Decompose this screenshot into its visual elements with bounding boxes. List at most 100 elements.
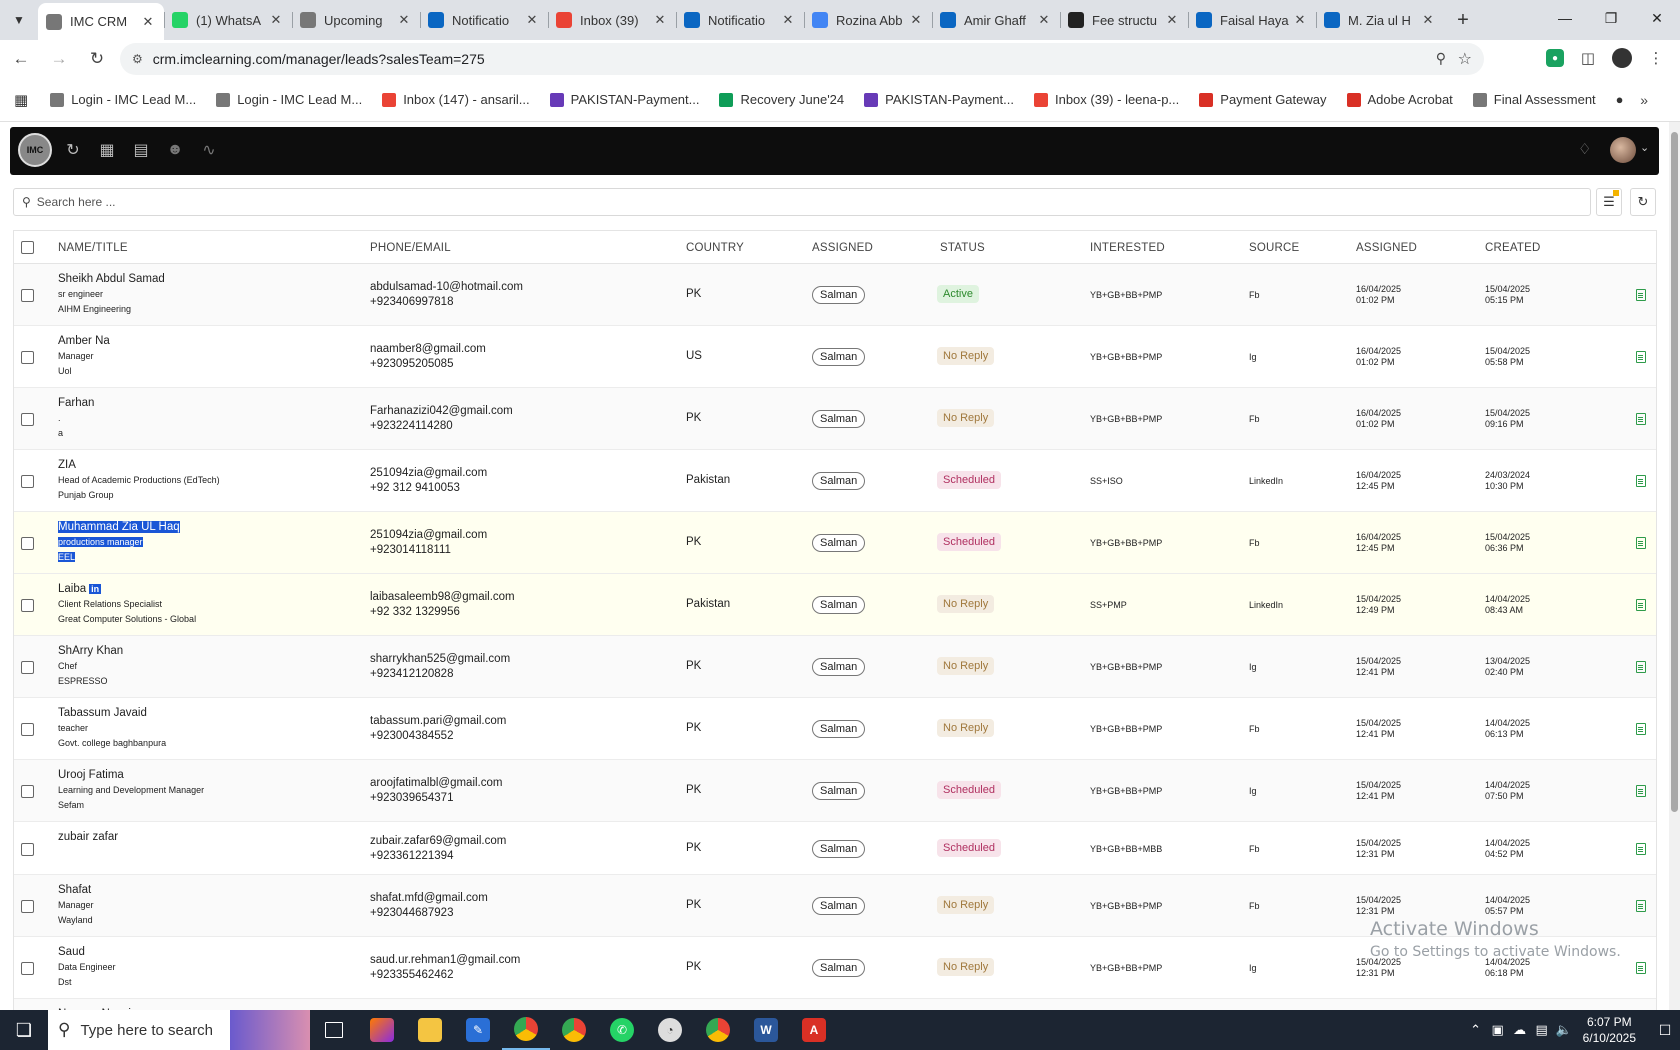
apps-grid-icon[interactable]: ▦ <box>14 91 29 109</box>
acrobat-icon[interactable]: A <box>790 1010 838 1050</box>
lead-name-cell[interactable]: Sheikh Abdul Samad sr engineer AIHM Engine… <box>58 272 165 317</box>
table-row[interactable]: Nageen Naqvi <box>14 999 1656 1010</box>
address-bar[interactable]: ⚙ crm.imclearning.com/manager/leads?sale… <box>120 43 1484 75</box>
search-input[interactable] <box>36 195 1537 209</box>
assigned-badge[interactable]: Salman <box>812 959 866 977</box>
row-checkbox[interactable] <box>21 723 34 736</box>
select-all-checkbox[interactable] <box>21 241 34 254</box>
lead-name-cell[interactable]: Tabassum Javaid teacher Govt. college bagh… <box>58 706 166 751</box>
bookmark-item[interactable]: Login - IMC Lead M... <box>50 92 196 107</box>
document-icon[interactable] <box>1636 599 1646 611</box>
lead-name-cell[interactable]: Laiba in Client Relations Specialist Great … <box>58 582 196 627</box>
document-icon[interactable] <box>1636 723 1646 735</box>
col-status[interactable]: STATUS <box>940 242 985 254</box>
status-badge[interactable]: Scheduled <box>937 533 1001 551</box>
document-icon[interactable] <box>1636 289 1646 301</box>
lead-email[interactable]: 251094zia@gmail.com <box>370 529 488 541</box>
app-tool-icon[interactable]: ✎ <box>454 1010 502 1050</box>
lead-name-cell[interactable]: Nageen Naqvi <box>58 1007 131 1010</box>
close-tab-icon[interactable]: ✕ <box>526 12 538 27</box>
lead-name[interactable]: zubair zafar <box>58 831 119 843</box>
page-scrollbar[interactable] <box>1669 122 1680 1010</box>
lead-phone[interactable]: +923361221394 <box>370 850 454 862</box>
col-source[interactable]: SOURCE <box>1249 242 1300 254</box>
assigned-badge[interactable]: Salman <box>812 782 866 800</box>
imc-logo[interactable]: IMC <box>18 133 52 167</box>
calendar-icon[interactable]: ▦ <box>99 142 115 159</box>
lead-phone[interactable]: +923004384552 <box>370 730 454 742</box>
close-tab-icon[interactable]: ✕ <box>398 12 410 27</box>
table-row[interactable]: Saud Data Engineer Dst saud.ur.rehman1@gmai… <box>14 937 1656 999</box>
close-window-icon[interactable]: ✕ <box>1651 9 1663 26</box>
browser-tab[interactable]: Amir Ghaff ✕ <box>932 3 1060 37</box>
row-checkbox[interactable] <box>21 900 34 913</box>
back-arrow-icon[interactable]: ← <box>12 49 30 68</box>
row-checkbox[interactable] <box>21 599 34 612</box>
zoom-icon[interactable]: ⚲ <box>1435 50 1446 66</box>
browser-tab[interactable]: Rozina Abb ✕ <box>804 3 932 37</box>
close-tab-icon[interactable]: ✕ <box>1166 12 1178 27</box>
lead-email[interactable]: laibasaleemb98@gmail.com <box>370 591 515 603</box>
refresh-button[interactable]: ↻ <box>1630 188 1656 216</box>
lead-name-cell[interactable]: zubair zafar <box>58 830 118 845</box>
lead-email[interactable]: 251094zia@gmail.com <box>370 467 488 479</box>
user-avatar[interactable] <box>1610 137 1636 163</box>
lead-name[interactable]: Muhammad Zia UL Haq <box>58 521 180 533</box>
document-icon[interactable]: ▤ <box>133 142 149 159</box>
status-badge[interactable]: No Reply <box>937 347 995 365</box>
close-tab-icon[interactable]: ✕ <box>270 12 282 27</box>
close-tab-icon[interactable]: ✕ <box>654 12 666 27</box>
lead-name-cell[interactable]: Muhammad Zia UL Haq productions manager EE… <box>58 520 180 565</box>
close-tab-icon[interactable]: ✕ <box>1294 12 1306 27</box>
col-phone[interactable]: PHONE/EMAIL <box>370 242 451 254</box>
table-row[interactable]: Muhammad Zia UL Haq productions manager EE… <box>14 512 1656 574</box>
close-tab-icon[interactable]: ✕ <box>782 12 794 27</box>
app-colorful-icon[interactable] <box>358 1010 406 1050</box>
notification-icon[interactable]: ☐ <box>1658 1021 1672 1038</box>
lead-email[interactable]: saud.ur.rehman1@gmail.com <box>370 954 521 966</box>
document-icon[interactable] <box>1636 661 1646 673</box>
profile-avatar-icon[interactable] <box>1612 48 1632 68</box>
lead-email[interactable]: shafat.mfd@gmail.com <box>370 892 488 904</box>
tray-app-icon[interactable]: ▣ <box>1491 1022 1504 1037</box>
lead-phone[interactable]: +923355462462 <box>370 969 454 981</box>
user-icon[interactable]: ☻ <box>166 141 184 158</box>
lead-name[interactable]: ShArry Khan <box>58 645 124 657</box>
bookmark-item[interactable]: Inbox (147) - ansaril... <box>382 92 530 107</box>
tab-search-chevron-icon[interactable]: ▼ <box>13 13 25 27</box>
document-icon[interactable] <box>1636 785 1646 797</box>
close-tab-icon[interactable]: ✕ <box>1422 12 1434 27</box>
row-checkbox[interactable] <box>21 843 34 856</box>
lead-name-cell[interactable]: Urooj Fatima Learning and Development Man… <box>58 768 204 813</box>
taskbar-search[interactable]: ⚲ Type here to search <box>48 1010 310 1050</box>
lead-name[interactable]: Saud <box>58 946 85 958</box>
browser-tab[interactable]: Inbox (39) ✕ <box>548 3 676 37</box>
col-assigned-date[interactable]: ASSIGNED <box>1356 242 1418 254</box>
activity-icon[interactable]: ∿ <box>202 142 216 159</box>
scrollbar-thumb[interactable] <box>1671 132 1678 812</box>
bookmark-item[interactable]: Adobe Acrobat <box>1346 92 1453 107</box>
lead-name[interactable]: Shafat <box>58 884 92 896</box>
assigned-badge[interactable]: Salman <box>812 720 866 738</box>
lead-phone[interactable]: +923014118111 <box>370 544 451 556</box>
lead-name[interactable]: Amber Na <box>58 335 110 347</box>
filter-button[interactable]: ☰ <box>1596 188 1622 216</box>
task-view-icon[interactable] <box>310 1010 358 1050</box>
col-created[interactable]: CREATED <box>1485 242 1541 254</box>
table-row[interactable]: Tabassum Javaid teacher Govt. college bagh… <box>14 698 1656 760</box>
assigned-badge[interactable]: Salman <box>812 840 866 858</box>
tray-chevron-icon[interactable]: ⌃ <box>1470 1022 1482 1037</box>
browser-tab[interactable]: M. Zia ul H ✕ <box>1316 3 1444 37</box>
status-badge[interactable]: No Reply <box>937 595 995 613</box>
table-row[interactable]: ShArry Khan Chef ESPRESSO sharrykhan525@gma… <box>14 636 1656 698</box>
forward-arrow-icon[interactable]: → <box>50 49 68 68</box>
lead-name[interactable]: Laiba <box>58 583 87 595</box>
bell-icon[interactable]: ♢ <box>1578 141 1592 158</box>
browser-tab[interactable]: IMC CRM ✕ <box>38 3 164 40</box>
lead-email[interactable]: zubair.zafar69@gmail.com <box>370 835 507 847</box>
row-checkbox[interactable] <box>21 661 34 674</box>
table-row[interactable]: Sheikh Abdul Samad sr engineer AIHM Engine… <box>14 264 1656 326</box>
document-icon[interactable] <box>1636 962 1646 974</box>
chrome-icon-2[interactable] <box>550 1010 598 1050</box>
browser-tab[interactable]: Upcoming ✕ <box>292 3 420 37</box>
